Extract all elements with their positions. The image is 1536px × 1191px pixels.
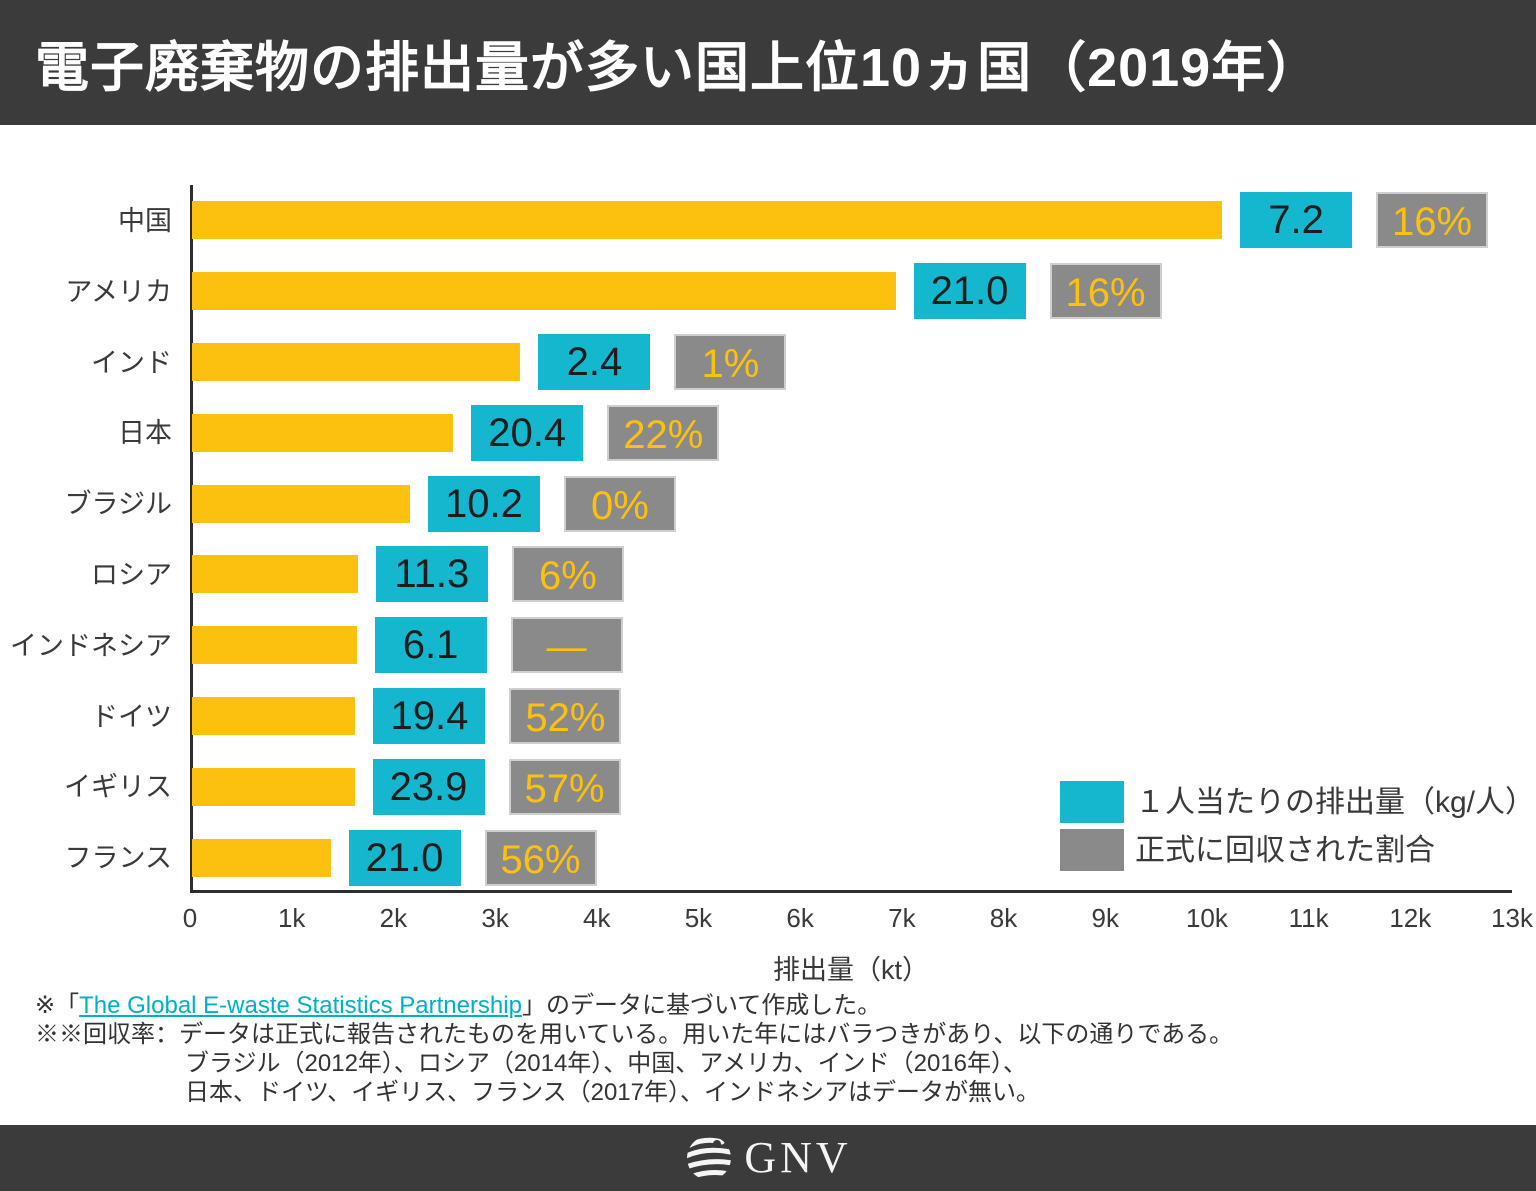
- footnote-source: ※「The Global E-waste Statistics Partners…: [35, 991, 1233, 1020]
- x-axis-tick: 0: [182, 903, 198, 933]
- collection-rate-value: 22%: [607, 404, 720, 461]
- category-label: フランス: [64, 843, 172, 874]
- collection-rate-value: 52%: [509, 688, 622, 744]
- gnv-globe-icon: [687, 1137, 732, 1180]
- category-label: イギリス: [64, 772, 172, 803]
- per-capita-value: 19.4: [373, 688, 486, 744]
- x-axis-tick: 11k: [1288, 903, 1329, 933]
- category-label: 日本: [118, 418, 172, 449]
- title-bar: 電子廃棄物の排出量が多い国上位10ヵ国（2019年）: [0, 0, 1536, 125]
- collection-rate-value: 57%: [508, 758, 621, 815]
- footnotes: ※「The Global E-waste Statistics Partners…: [35, 991, 1233, 1107]
- gnv-logo-text: GNV: [744, 1133, 852, 1182]
- per-capita-value: 10.2: [427, 475, 540, 532]
- category-label: インド: [91, 347, 172, 378]
- x-axis-tick: 12k: [1389, 903, 1432, 933]
- page-title: 電子廃棄物の排出量が多い国上位10ヵ国（2019年）: [35, 38, 1322, 98]
- x-axis-tick: 10k: [1185, 903, 1228, 933]
- emission-bar: [192, 767, 355, 806]
- collection-rate-value: 6%: [511, 546, 624, 603]
- category-label: ブラジル: [64, 489, 172, 520]
- bar-chart-plot: [190, 185, 1512, 893]
- legend-swatch-per-capita: [1060, 781, 1124, 823]
- emission-bar: [192, 697, 356, 735]
- per-capita-value: 20.4: [471, 404, 584, 461]
- category-label: ロシア: [91, 559, 172, 590]
- category-label: インドネシア: [10, 630, 172, 661]
- per-capita-value: 23.9: [372, 758, 485, 815]
- per-capita-value: 21.0: [348, 829, 461, 886]
- collection-rate-value: 56%: [484, 829, 597, 886]
- footnote-years-2: 日本、ドイツ、イギリス、フランス（2017年）、インドネシアはデータが無い。: [185, 1079, 1040, 1106]
- emission-bar: [192, 484, 410, 523]
- x-axis-tick: 6k: [786, 903, 814, 933]
- emission-bar: [192, 272, 896, 311]
- footnote-source-prefix: ※「: [35, 992, 80, 1019]
- emission-bar: [192, 838, 331, 877]
- collection-rate-value: 16%: [1376, 192, 1489, 249]
- per-capita-value: 2.4: [538, 334, 651, 390]
- collection-rate-value: —: [510, 617, 623, 674]
- x-axis-tick: 7k: [888, 903, 916, 933]
- x-axis-tick: 9k: [1091, 903, 1119, 933]
- collection-rate-value: 0%: [563, 475, 676, 532]
- category-label: ドイツ: [91, 701, 172, 732]
- x-axis-tick: 5k: [684, 903, 713, 933]
- x-axis-tick: 1k: [277, 903, 306, 933]
- footnote-rate-note: ※※回収率：データは正式に報告されたものを用いている。用いた年にはバラつきがあり…: [35, 1021, 1234, 1048]
- x-axis-tick: 4k: [583, 903, 611, 933]
- footnote-source-suffix: 」のデータに基づいて作成した。: [521, 992, 882, 1019]
- x-axis-tick: 8k: [989, 903, 1018, 933]
- category-label: アメリカ: [65, 276, 172, 307]
- legend-swatch-rate: [1060, 829, 1124, 871]
- category-label: 中国: [118, 205, 172, 236]
- emission-bar: [192, 626, 357, 665]
- emission-bar: [192, 413, 454, 452]
- collection-rate-value: 1%: [674, 334, 787, 390]
- per-capita-value: 7.2: [1240, 192, 1353, 249]
- legend-label-rate: 正式に回収された割合: [1135, 834, 1435, 867]
- footnote-years-1: ブラジル（2012年）、ロシア（2014年）、中国、アメリカ、インド（2016年…: [185, 1050, 1028, 1077]
- x-axis-tick: 2k: [379, 903, 408, 933]
- x-axis-tick: 3k: [481, 903, 509, 933]
- x-axis-tick: 13k: [1491, 903, 1533, 933]
- emission-bar: [192, 343, 521, 381]
- legend-label-per-capita: １人当たりの排出量（kg/人）: [1135, 786, 1536, 819]
- x-axis-title: 排出量（kt）: [772, 955, 929, 985]
- source-link[interactable]: The Global E-waste Statistics Partnershi…: [79, 992, 522, 1019]
- footer-bar: GNV: [0, 1125, 1536, 1191]
- collection-rate-value: 16%: [1049, 263, 1162, 320]
- per-capita-value: 6.1: [374, 617, 487, 674]
- per-capita-value: 21.0: [913, 263, 1026, 320]
- emission-bar: [192, 201, 1223, 240]
- emission-bar: [192, 555, 358, 594]
- per-capita-value: 11.3: [375, 546, 488, 603]
